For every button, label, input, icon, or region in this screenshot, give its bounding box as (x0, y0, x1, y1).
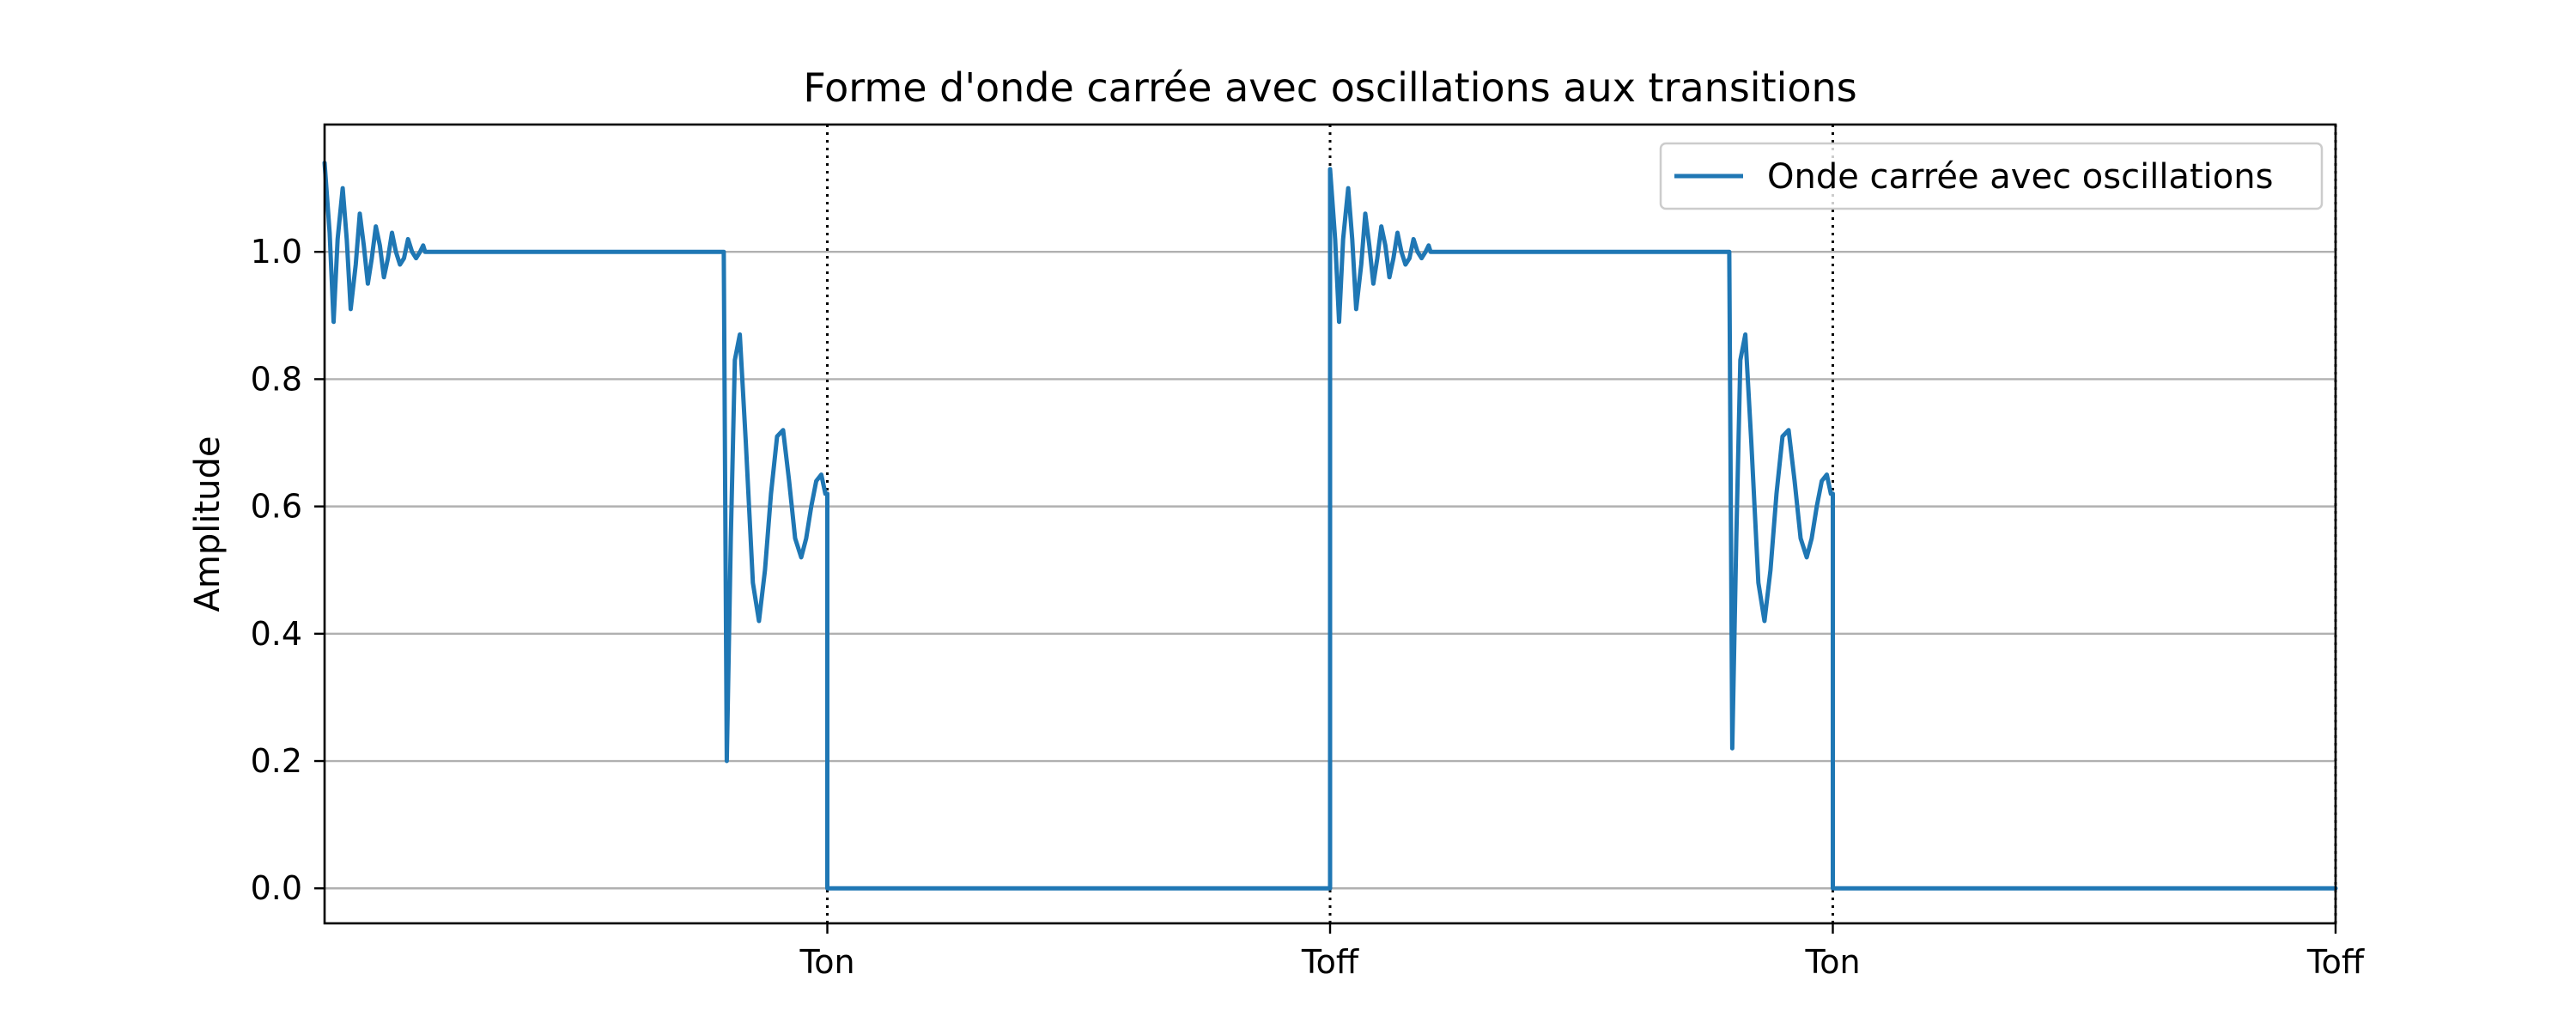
y-axis-label: Amplitude (188, 436, 228, 612)
x-tick-label-2: Ton (1804, 943, 1860, 981)
legend-box (1659, 142, 2324, 210)
legend-label: Onde carrée avec oscillations (1767, 157, 2273, 197)
legend: Onde carrée avec oscillations (1659, 142, 2324, 210)
x-tick-label-1: Toff (1301, 943, 1359, 981)
chart-title: Forme d'onde carrée avec oscillations au… (803, 64, 1856, 111)
y-tick-label-0: 0.0 (251, 869, 302, 907)
y-tick-label-2: 0.4 (251, 615, 302, 653)
y-tick-label-4: 0.8 (251, 360, 302, 398)
y-tick-label-3: 0.6 (251, 488, 302, 526)
x-tick-label-3: Toff (2306, 943, 2365, 981)
x-axis: Ton Toff Ton Toff (799, 923, 2365, 981)
x-tick-label-0: Ton (799, 943, 854, 981)
series-line-0 (322, 161, 2338, 891)
y-tick-label-1: 0.2 (251, 742, 302, 780)
series-layer (322, 161, 2338, 891)
y-tick-label-5: 1.0 (251, 233, 302, 271)
y-axis: 0.0 0.2 0.4 0.6 0.8 1.0 (251, 233, 325, 907)
